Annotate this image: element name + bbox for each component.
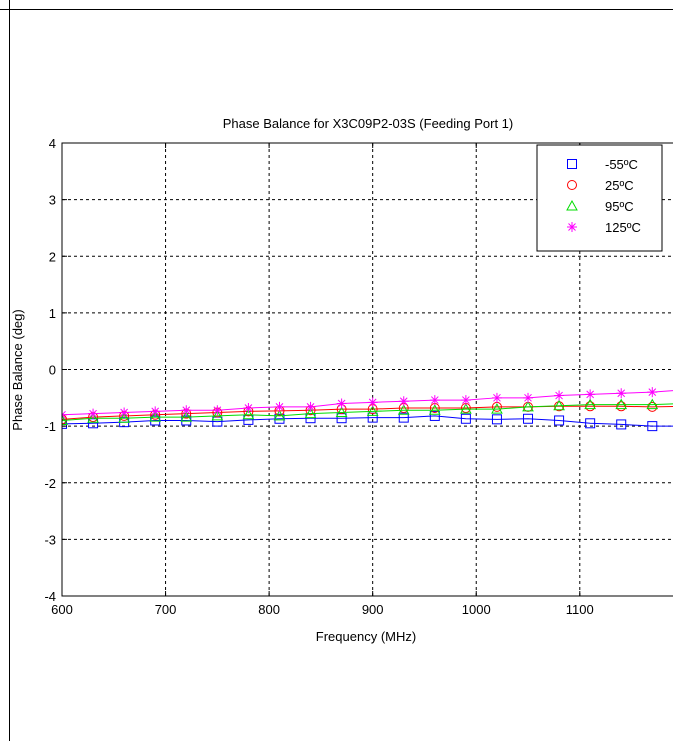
series-point xyxy=(585,418,596,429)
y-tick-label: -4 xyxy=(44,589,56,604)
series-point xyxy=(554,415,565,426)
legend-marker xyxy=(567,222,577,232)
series-point xyxy=(615,398,628,410)
x-tick-label: 1000 xyxy=(462,602,491,617)
series-point xyxy=(335,406,348,418)
ticks: 600 700 800 900 1000 1100 4 3 2 1 0 -1 -2 -3 -4 xyxy=(44,136,593,617)
series-point xyxy=(647,387,658,398)
series-point xyxy=(491,403,503,414)
series-point xyxy=(585,401,596,412)
series-point xyxy=(553,399,565,411)
series-point xyxy=(274,401,285,412)
series-point xyxy=(149,411,162,422)
series-point xyxy=(616,401,627,412)
chart-title: Phase Balance for X3C09P2-03S (Feeding P… xyxy=(223,116,514,131)
y-tick-label: 2 xyxy=(49,249,56,264)
series-line xyxy=(62,405,673,420)
series-point xyxy=(554,390,565,401)
y-tick-label: -3 xyxy=(44,532,56,547)
series-point xyxy=(491,414,502,425)
series-point xyxy=(584,398,597,410)
x-tick-label: 1100 xyxy=(566,602,594,617)
series-point xyxy=(243,403,254,414)
legend: -55ºC 25ºC 95ºC 125ºC xyxy=(536,144,663,252)
series-point xyxy=(88,418,99,429)
legend-label: 95ºC xyxy=(605,199,634,214)
legend-label: -55ºC xyxy=(605,157,638,172)
y-axis-label: Phase Balance (deg) xyxy=(10,309,25,430)
series-point xyxy=(62,414,68,425)
series-point xyxy=(616,388,627,399)
series-point xyxy=(150,406,161,417)
series-point xyxy=(523,392,534,403)
x-tick-label: 800 xyxy=(258,602,280,617)
legend-marker xyxy=(567,180,577,190)
series-point xyxy=(398,412,409,423)
series-point xyxy=(429,395,440,406)
legend-marker xyxy=(566,199,578,211)
series-point xyxy=(181,405,192,416)
series-point xyxy=(243,414,254,425)
series-point xyxy=(428,404,441,415)
legend-box xyxy=(536,144,663,252)
series-point xyxy=(460,413,471,424)
x-tick-label: 900 xyxy=(362,602,384,617)
series-point xyxy=(304,407,317,419)
series-point xyxy=(212,405,223,416)
series-layer xyxy=(62,387,673,432)
series-line xyxy=(62,415,673,427)
series-point xyxy=(397,404,410,415)
y-tick-label: -1 xyxy=(44,419,56,434)
series-point xyxy=(460,403,472,414)
series-point xyxy=(367,412,378,423)
frame-top-border xyxy=(0,9,673,10)
series-point xyxy=(305,401,316,412)
legend-label: 25ºC xyxy=(605,178,634,193)
y-tick-label: -2 xyxy=(44,476,56,491)
series-4 xyxy=(62,387,673,420)
series-point xyxy=(367,397,378,408)
series-point xyxy=(87,412,99,423)
x-tick-label: 700 xyxy=(155,602,177,617)
series-point xyxy=(585,389,596,400)
legend-marker xyxy=(567,159,577,169)
series-point xyxy=(119,407,130,418)
series-point xyxy=(522,400,534,412)
series-point xyxy=(336,398,347,409)
series-point xyxy=(118,412,130,423)
y-tick-label: 3 xyxy=(49,193,56,208)
series-point xyxy=(180,411,193,422)
frame-left-border xyxy=(9,0,10,741)
x-axis-label: Frequency (MHz) xyxy=(316,629,416,644)
series-point xyxy=(273,409,286,421)
series-line xyxy=(62,403,673,421)
y-tick-label: 4 xyxy=(49,136,56,151)
series-point xyxy=(646,398,659,410)
series-point xyxy=(366,405,379,416)
series-point xyxy=(429,410,440,421)
y-tick-label: 0 xyxy=(49,363,56,378)
series-point xyxy=(647,421,658,432)
series-point xyxy=(616,419,627,430)
x-tick-label: 600 xyxy=(51,602,73,617)
legend-label: 125ºC xyxy=(605,220,641,235)
y-tick-label: 1 xyxy=(49,306,56,321)
series-3 xyxy=(62,398,673,425)
series-point xyxy=(242,408,255,420)
series-point xyxy=(88,408,99,419)
series-point xyxy=(211,409,224,421)
series-point xyxy=(460,395,471,406)
series-point xyxy=(523,413,534,424)
series-point xyxy=(491,392,502,403)
series-point xyxy=(398,396,409,407)
series-point xyxy=(62,414,67,425)
